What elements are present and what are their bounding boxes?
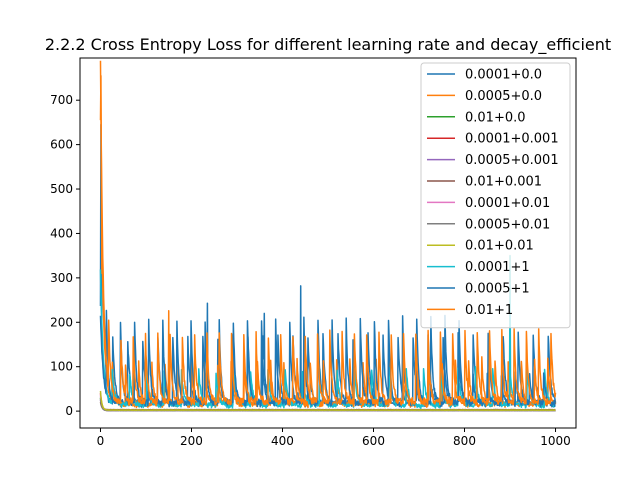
x-tick-label: 1000 <box>540 434 571 448</box>
x-tick-label: 200 <box>180 434 203 448</box>
plot-frame <box>79 57 577 429</box>
x-tick-label: 600 <box>362 434 385 448</box>
legend-label: 0.0001+1 <box>465 260 530 275</box>
chart-title: 2.2.2 Cross Entropy Loss for different l… <box>45 35 611 55</box>
y-tick-label: 600 <box>50 138 73 152</box>
legend-label: 0.0005+0.0 <box>465 89 542 104</box>
x-tick-label: 400 <box>271 434 294 448</box>
x-tick-label: 800 <box>453 434 476 448</box>
legend-label: 0.01+0.001 <box>465 175 542 190</box>
y-tick-label: 200 <box>50 315 73 329</box>
x-axis: 0 200 400 600 800 1000 <box>97 428 571 448</box>
y-tick-label: 700 <box>50 93 73 107</box>
legend-label: 0.01+1 <box>465 303 513 318</box>
legend-label: 0.0001+0.001 <box>465 132 559 147</box>
legend-label: 0.01+0.01 <box>465 239 534 254</box>
x-tick-label: 0 <box>97 434 105 448</box>
legend-label: 0.0005+0.01 <box>465 217 550 232</box>
series-layer <box>99 60 557 412</box>
y-tick-label: 400 <box>50 226 73 240</box>
legend-label: 0.0001+0.01 <box>465 196 550 211</box>
series-line <box>99 302 557 408</box>
legend-label: 0.01+0.0 <box>465 110 526 125</box>
y-tick-label: 0 <box>65 404 73 418</box>
y-axis: 0 100 200 300 400 500 600 700 <box>50 93 80 418</box>
y-tick-label: 500 <box>50 182 73 196</box>
legend-box <box>420 62 571 329</box>
legend: 0.0001+0.0 0.0005+0.0 0.01+0.0 0.0001+0.001… <box>420 62 571 329</box>
y-tick-label: 300 <box>50 271 73 285</box>
series-line <box>99 60 557 408</box>
legend-label: 0.0001+0.0 <box>465 68 542 83</box>
legend-label: 0.0005+0.001 <box>465 153 559 168</box>
y-tick-label: 100 <box>50 360 73 374</box>
series-line <box>99 390 556 411</box>
legend-label: 0.0005+1 <box>465 282 530 297</box>
